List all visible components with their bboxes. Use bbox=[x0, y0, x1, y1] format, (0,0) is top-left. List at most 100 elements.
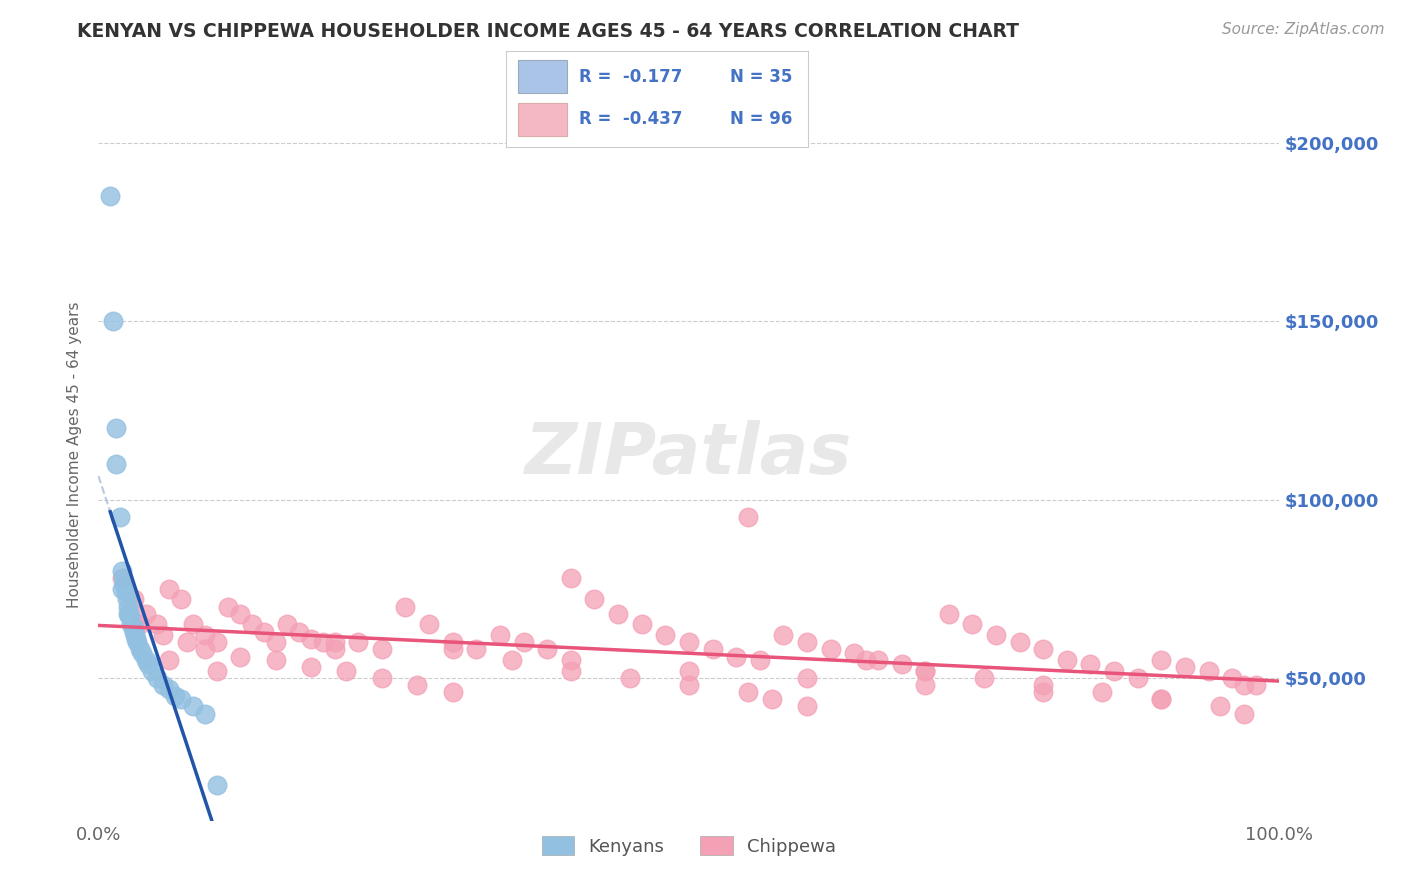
Text: KENYAN VS CHIPPEWA HOUSEHOLDER INCOME AGES 45 - 64 YEARS CORRELATION CHART: KENYAN VS CHIPPEWA HOUSEHOLDER INCOME AG… bbox=[77, 22, 1019, 41]
Point bbox=[678, 635, 700, 649]
Point bbox=[441, 685, 464, 699]
Text: N = 35: N = 35 bbox=[730, 68, 792, 86]
Point bbox=[111, 582, 134, 596]
Text: R =  -0.177: R = -0.177 bbox=[579, 68, 682, 86]
Point bbox=[146, 617, 169, 632]
Point bbox=[1220, 671, 1243, 685]
Point bbox=[619, 671, 641, 685]
Point bbox=[141, 664, 163, 678]
Point bbox=[115, 592, 138, 607]
Point bbox=[702, 642, 724, 657]
Point bbox=[962, 617, 984, 632]
Point bbox=[205, 778, 228, 792]
Point bbox=[229, 607, 252, 621]
Point bbox=[796, 699, 818, 714]
Point bbox=[748, 653, 770, 667]
Point bbox=[128, 642, 150, 657]
Point bbox=[347, 635, 370, 649]
Point bbox=[205, 664, 228, 678]
Point bbox=[112, 578, 135, 592]
Point bbox=[114, 585, 136, 599]
Point bbox=[394, 599, 416, 614]
Point bbox=[725, 649, 748, 664]
Point bbox=[406, 678, 429, 692]
Point bbox=[101, 314, 124, 328]
Point bbox=[117, 599, 139, 614]
Point bbox=[1091, 685, 1114, 699]
Point bbox=[678, 664, 700, 678]
Point bbox=[205, 635, 228, 649]
Point bbox=[1080, 657, 1102, 671]
Point bbox=[560, 664, 582, 678]
Point bbox=[176, 635, 198, 649]
Point bbox=[98, 189, 121, 203]
Point bbox=[1056, 653, 1078, 667]
Point bbox=[125, 632, 148, 646]
Point bbox=[560, 653, 582, 667]
Point bbox=[607, 607, 630, 621]
Point bbox=[1244, 678, 1267, 692]
Point bbox=[1008, 635, 1031, 649]
Point bbox=[465, 642, 488, 657]
Point bbox=[253, 624, 276, 639]
Point bbox=[914, 664, 936, 678]
Point bbox=[914, 678, 936, 692]
Point bbox=[264, 653, 287, 667]
Point bbox=[1233, 706, 1256, 721]
Bar bbox=[519, 103, 567, 136]
Point bbox=[122, 624, 145, 639]
Point bbox=[560, 571, 582, 585]
Point bbox=[131, 646, 153, 660]
Point bbox=[583, 592, 606, 607]
Point bbox=[276, 617, 298, 632]
Point bbox=[152, 628, 174, 642]
Point bbox=[418, 617, 440, 632]
Point bbox=[229, 649, 252, 664]
Point bbox=[1102, 664, 1125, 678]
Point bbox=[299, 660, 322, 674]
Text: ZIPatlas: ZIPatlas bbox=[526, 420, 852, 490]
Point bbox=[1126, 671, 1149, 685]
Point bbox=[111, 571, 134, 585]
Point bbox=[217, 599, 239, 614]
Point bbox=[371, 671, 394, 685]
Point bbox=[181, 617, 204, 632]
Point bbox=[194, 642, 217, 657]
Point bbox=[288, 624, 311, 639]
Point bbox=[135, 653, 157, 667]
Point bbox=[761, 692, 783, 706]
Point bbox=[772, 628, 794, 642]
Text: N = 96: N = 96 bbox=[730, 111, 792, 128]
Point bbox=[157, 653, 180, 667]
Point bbox=[796, 635, 818, 649]
Point bbox=[121, 617, 143, 632]
Point bbox=[117, 607, 139, 621]
Point bbox=[737, 685, 759, 699]
Point bbox=[157, 681, 180, 696]
Point bbox=[512, 635, 534, 649]
Point bbox=[194, 706, 217, 721]
Point bbox=[323, 635, 346, 649]
Text: R =  -0.437: R = -0.437 bbox=[579, 111, 682, 128]
Point bbox=[1209, 699, 1232, 714]
Point bbox=[796, 671, 818, 685]
Point bbox=[194, 628, 217, 642]
Point bbox=[536, 642, 558, 657]
Point bbox=[122, 621, 145, 635]
Point bbox=[1174, 660, 1197, 674]
Point bbox=[1150, 692, 1173, 706]
Point bbox=[323, 642, 346, 657]
Point bbox=[299, 632, 322, 646]
Point bbox=[1032, 685, 1054, 699]
Point bbox=[441, 635, 464, 649]
Point bbox=[264, 635, 287, 649]
Point bbox=[105, 457, 128, 471]
Point bbox=[146, 671, 169, 685]
Legend: Kenyans, Chippewa: Kenyans, Chippewa bbox=[534, 829, 844, 863]
Point bbox=[489, 628, 512, 642]
Point bbox=[152, 678, 174, 692]
Point bbox=[112, 571, 135, 585]
Point bbox=[654, 628, 676, 642]
Point bbox=[866, 653, 889, 667]
Point bbox=[1198, 664, 1220, 678]
